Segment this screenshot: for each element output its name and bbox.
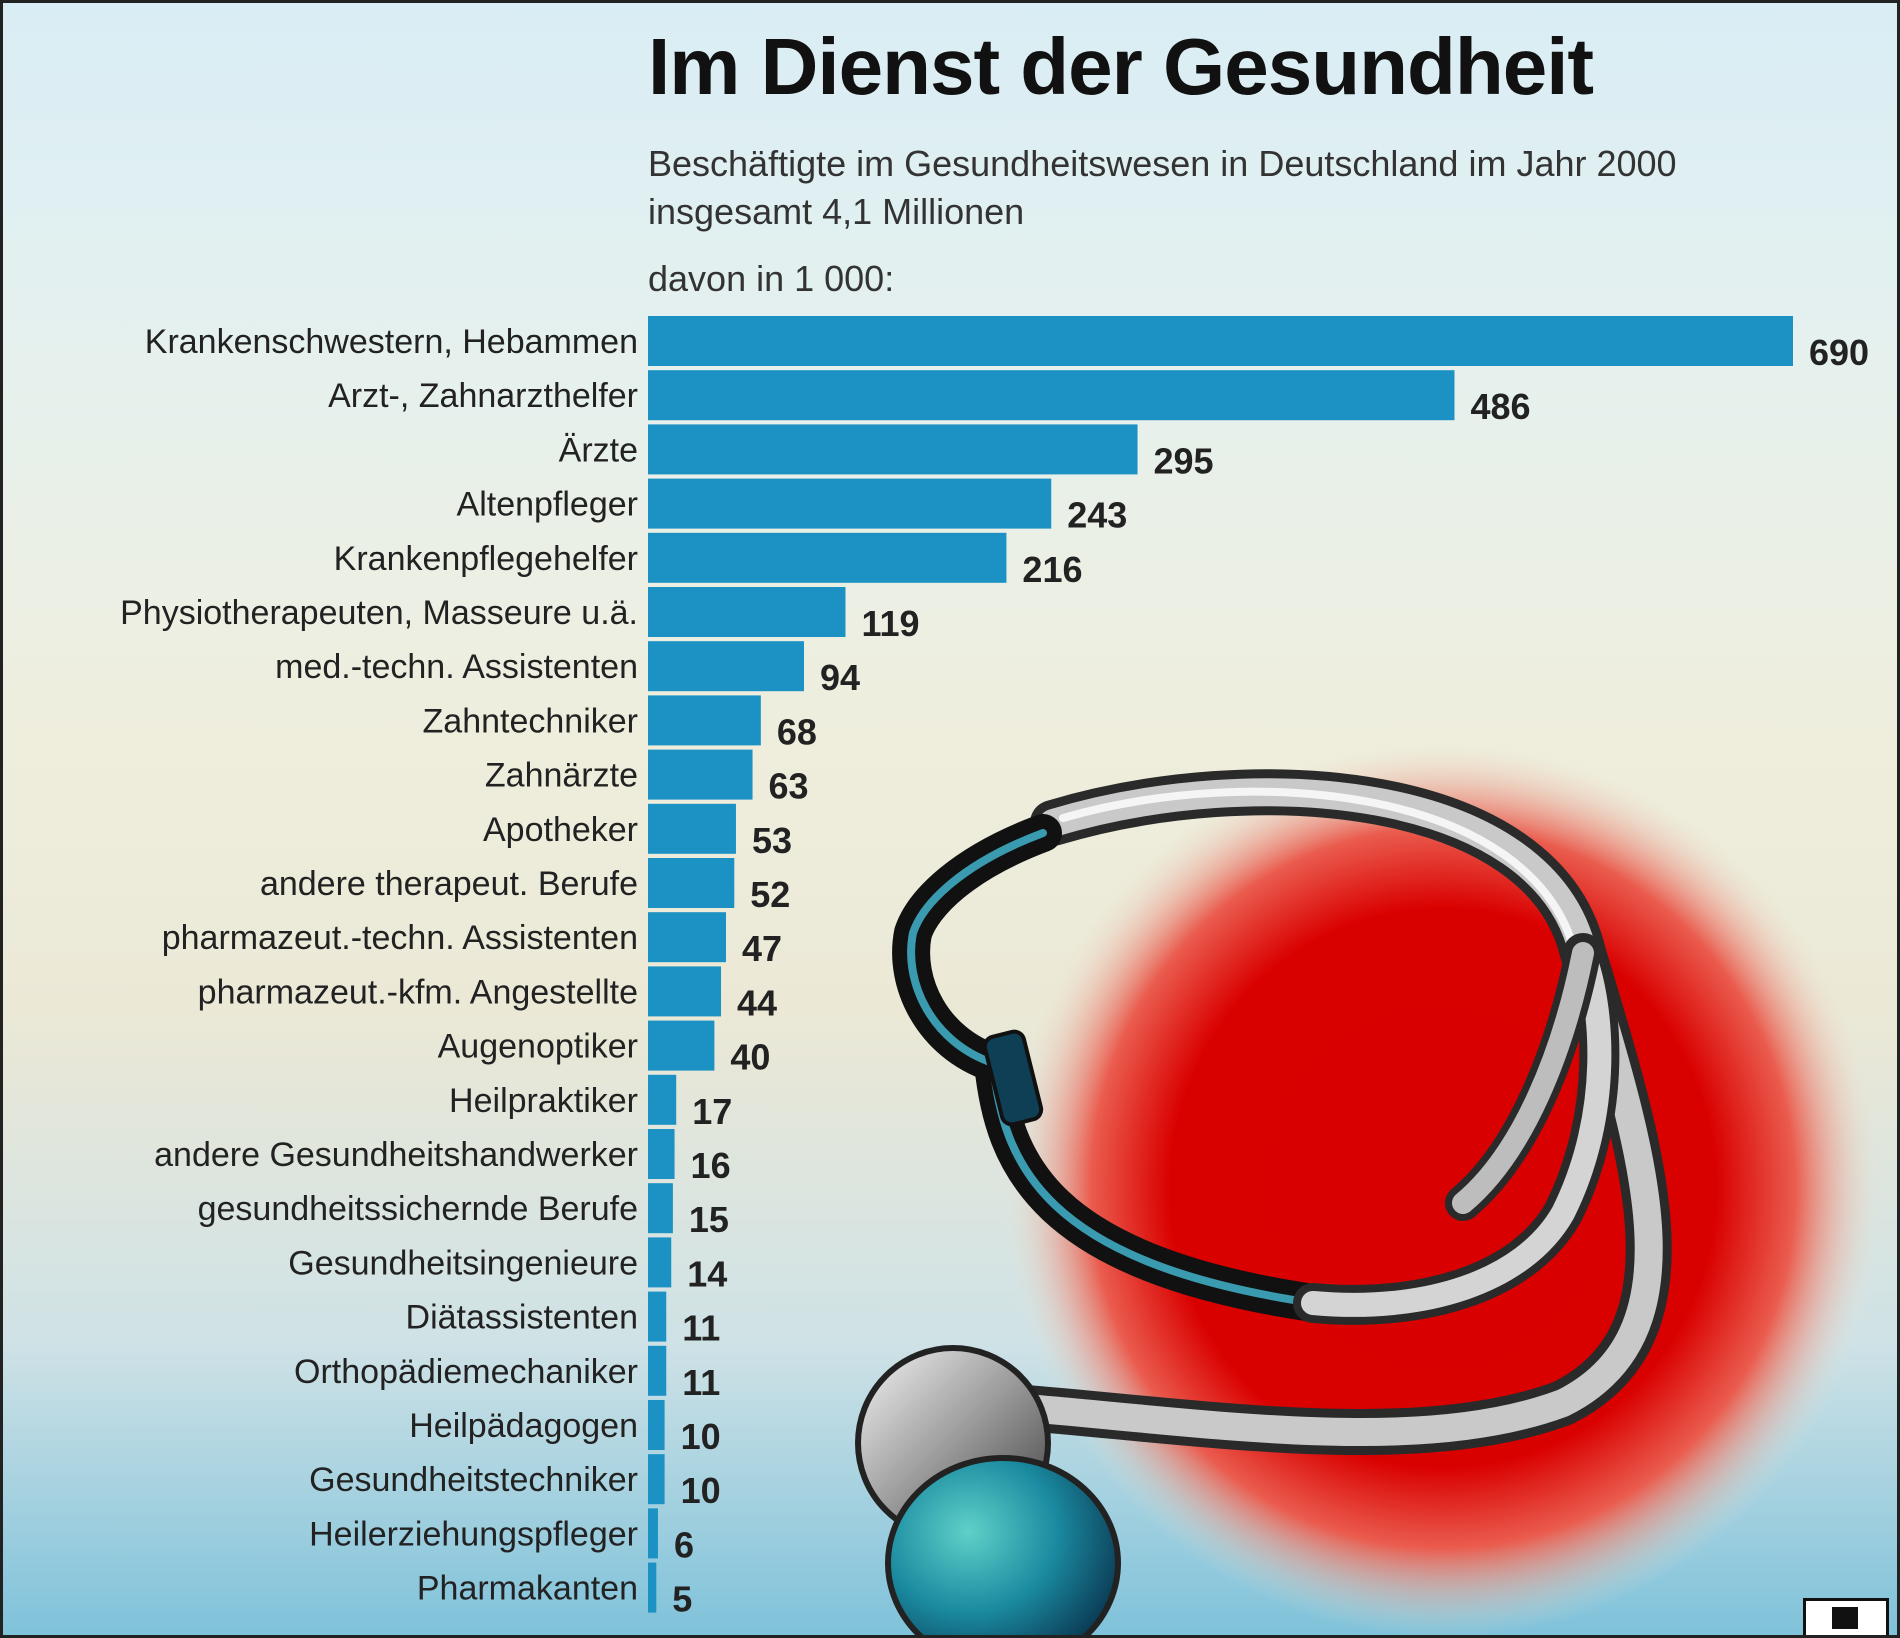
chestpiece [855,1345,1121,1635]
bar [648,1237,672,1288]
bar [648,478,1052,529]
value-label: 17 [692,1091,732,1132]
bar [648,1129,675,1179]
category-label: Heilpraktiker [449,1082,638,1120]
bar [648,803,736,854]
value-label: 690 [1809,332,1869,373]
bar [648,966,722,1017]
value-label: 295 [1154,440,1214,481]
bar [648,1400,665,1450]
category-label: Gesundheitstechniker [309,1461,638,1499]
category-label: pharmazeut.-kfm. Angestellte [198,973,638,1011]
category-label: Zahnärzte [485,757,638,795]
value-label: 63 [769,766,809,807]
value-label: 40 [730,1037,770,1078]
category-label: med.-techn. Assistenten [275,648,638,686]
value-label: 53 [752,820,792,861]
total-note: insgesamt 4,1 Millionen [648,191,1025,232]
bar [648,1508,658,1559]
stethoscope-illustration [855,738,1883,1635]
value-label: 47 [742,928,782,969]
category-label: Augenoptiker [438,1028,638,1066]
value-label: 14 [687,1253,727,1294]
bar [648,1074,677,1125]
category-label: Altenpfleger [457,486,638,524]
value-label: 94 [820,657,860,698]
category-label: Heilerziehungspfleger [309,1515,638,1553]
bar [648,1183,673,1234]
category-label: pharmazeut.-techn. Assistenten [162,919,638,957]
value-label: 44 [737,982,777,1023]
chart-title: Im Dienst der Gesundheit [648,22,1594,111]
value-label: 119 [861,603,919,644]
value-label: 11 [682,1308,720,1349]
bar [648,641,804,692]
value-label: 10 [681,1416,721,1457]
category-label: andere Gesundheitshandwerker [154,1136,638,1174]
category-label: Krankenschwestern, Hebammen [145,323,638,361]
value-label: 52 [750,874,790,915]
publisher-logo [1803,1598,1889,1635]
value-label: 16 [691,1145,731,1186]
value-label: 5 [672,1579,692,1620]
bar-chart: Krankenschwestern, Hebammen 690 Arzt-, Zah… [120,316,1869,1620]
bar [648,1562,657,1613]
category-label: Physiotherapeuten, Masseure u.ä. [120,594,638,632]
category-label: gesundheitssichernde Berufe [198,1190,638,1228]
bar [648,1454,665,1505]
bar [648,1291,667,1342]
value-label: 6 [674,1524,694,1565]
value-label: 15 [689,1199,729,1240]
bar [648,749,753,800]
category-label: Diätassistenten [406,1299,638,1337]
bar [648,532,1007,583]
bar [648,912,726,963]
value-label: 10 [681,1470,721,1511]
unit-note: davon in 1 000: [648,258,895,299]
chart-subtitle: Beschäftigte im Gesundheitswesen in Deut… [648,143,1677,184]
value-label: 216 [1022,549,1082,590]
bar [648,316,1793,366]
category-label: Arzt-, Zahnarzthelfer [328,377,638,415]
bar [648,1345,667,1396]
value-label: 68 [777,711,817,752]
value-label: 486 [1470,386,1530,427]
category-label: Heilpädagogen [409,1407,638,1445]
bar [648,370,1455,421]
category-label: Krankenpflegehelfer [334,540,638,578]
bar [648,858,735,908]
value-label: 11 [682,1362,720,1403]
bar [648,1020,715,1071]
bar [648,587,846,637]
category-label: andere therapeut. Berufe [260,865,638,903]
bar [648,424,1138,475]
stethoscope-icon [892,769,1672,1455]
category-label: Gesundheitsingenieure [288,1244,638,1282]
category-label: Zahntechniker [423,702,638,740]
category-label: Pharmakanten [417,1570,638,1608]
category-label: Ärzte [559,431,638,469]
value-label: 243 [1067,495,1127,536]
category-label: Apotheker [483,811,638,849]
category-label: Orthopädiemechaniker [294,1353,638,1391]
bar [648,695,761,746]
